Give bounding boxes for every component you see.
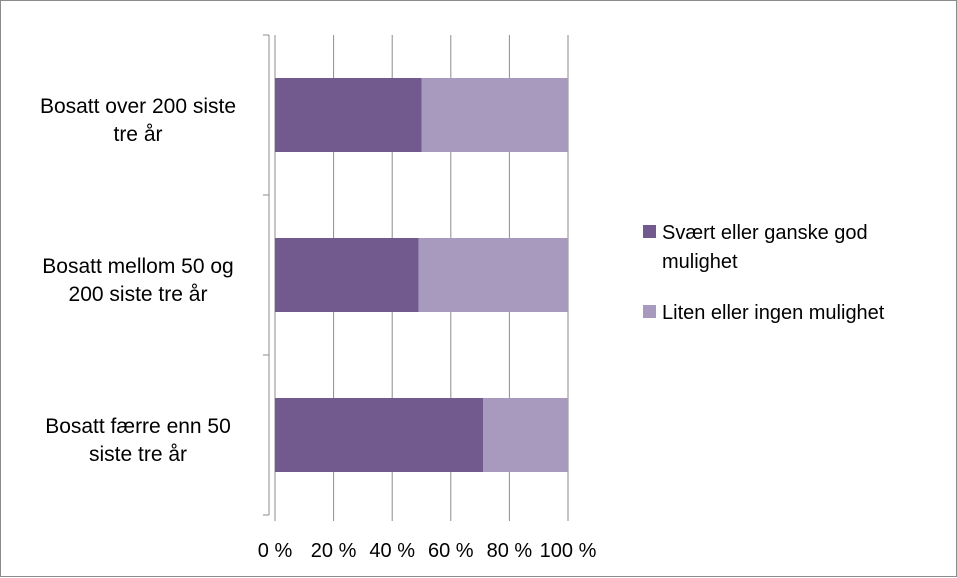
legend-label: Liten eller ingen mulighet	[662, 302, 885, 324]
category-label: Bosatt mellom 50 og 200 siste tre år	[42, 255, 233, 306]
bar-segment-1	[275, 398, 484, 472]
category-label-line: tre år	[113, 123, 162, 146]
legend-label: Svært eller ganske god mulighet	[662, 222, 868, 273]
legend-label-line: mulighet	[662, 251, 738, 273]
x-tick-label: 40 %	[369, 540, 415, 562]
bar-segment-2	[421, 78, 568, 152]
legend-swatch	[643, 225, 656, 238]
bar-segment-1	[275, 238, 419, 312]
category-label: Bosatt færre enn 50 siste tre år	[45, 415, 231, 466]
bar-segment-2	[483, 398, 568, 472]
category-label-line: 200 siste tre år	[69, 283, 208, 306]
category-label-line: Bosatt over 200 siste	[40, 95, 236, 118]
legend-label-line: Svært eller ganske god	[662, 222, 868, 244]
category-label-line: siste tre år	[89, 443, 187, 466]
legend-swatch	[643, 305, 656, 318]
x-tick-label: 60 %	[428, 540, 474, 562]
category-label-line: Bosatt færre enn 50	[45, 415, 231, 438]
x-tick-label: 20 %	[311, 540, 357, 562]
x-tick-label: 80 %	[487, 540, 533, 562]
x-tick-label: 100 %	[540, 540, 597, 562]
legend-label-line: Liten eller ingen mulighet	[662, 302, 885, 324]
category-label: Bosatt over 200 siste tre år	[40, 95, 236, 146]
bar-segment-2	[418, 238, 568, 312]
category-label-line: Bosatt mellom 50 og	[42, 255, 233, 278]
bar-segment-1	[275, 78, 422, 152]
x-tick-label: 0 %	[258, 540, 293, 562]
